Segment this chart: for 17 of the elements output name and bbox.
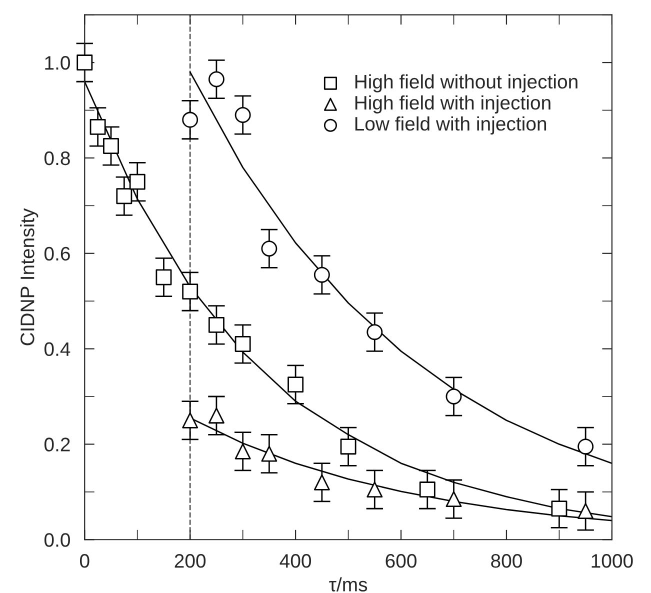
y-tick-label: 0.8: [44, 151, 70, 166]
y-tick-label: 0.6: [44, 246, 70, 261]
legend-label: High field with injection: [355, 95, 550, 114]
legend-label: High field without injection: [355, 74, 578, 92]
y-tick-label: 0.4: [44, 342, 70, 356]
x-tick-label: 600: [386, 554, 416, 568]
x-tick-label: 1000: [592, 554, 633, 568]
y-tick-label: 0.2: [44, 438, 70, 452]
x-tick-label: 200: [174, 554, 206, 568]
x-axis-title: τ/ms: [329, 577, 368, 592]
x-tick-label: 800: [491, 554, 522, 568]
x-tick-label: 400: [280, 554, 312, 568]
y-tick-label: 1.0: [45, 56, 70, 70]
legend-label: Low field with injection: [355, 116, 546, 135]
y-axis-title: CIDNP Intensity: [20, 208, 38, 346]
y-tick-label: 0.0: [44, 533, 70, 547]
x-tick-label: 0: [80, 554, 90, 568]
